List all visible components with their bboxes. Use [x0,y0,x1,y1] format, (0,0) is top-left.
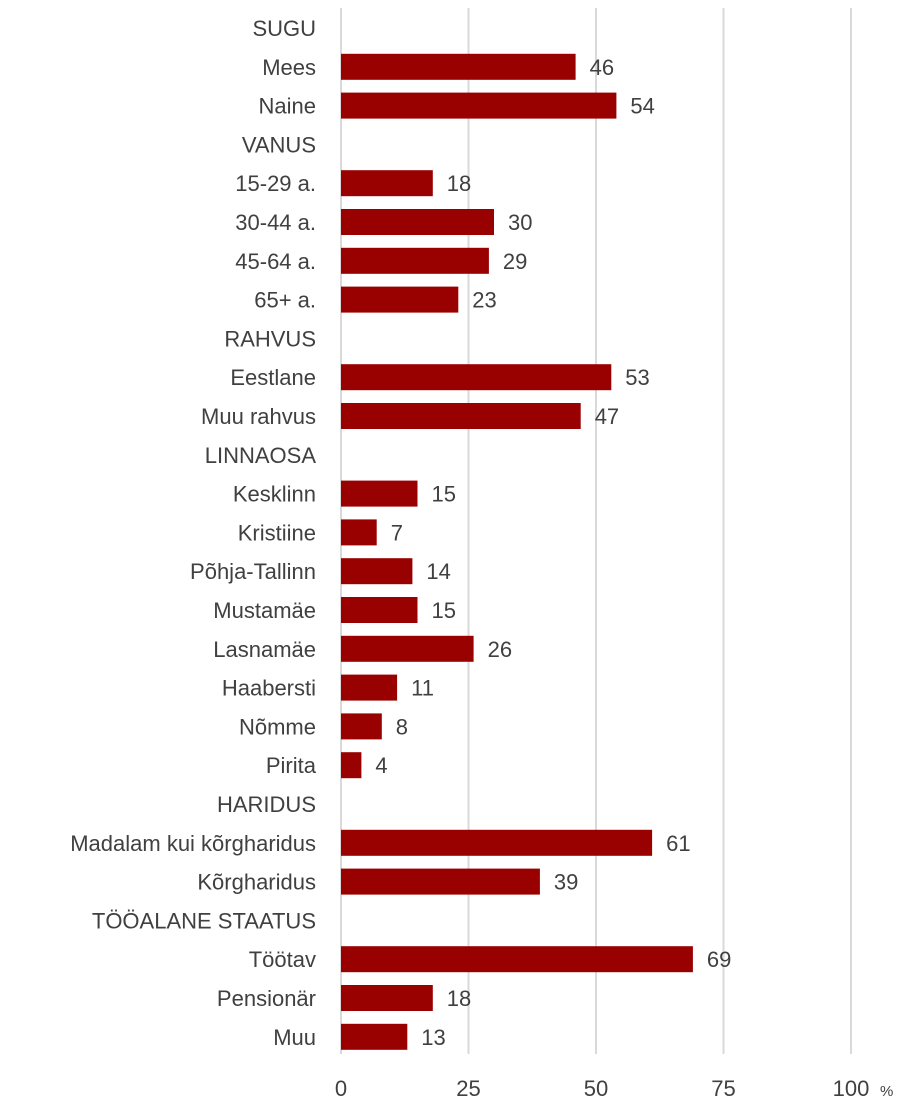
bar-pensionar [341,985,433,1011]
bar-pirita [341,752,362,779]
bar-haabersti [341,674,398,701]
value-label-tootav: 69 [707,947,731,972]
category-label-65-a: 65+ a. [254,288,316,313]
bar-kristiine [341,519,377,546]
bar-pohja-tallinn [341,558,413,585]
value-label-mustamae: 15 [432,598,456,623]
value-label-pensionar: 18 [447,986,471,1011]
value-label-kristiine: 7 [391,520,403,545]
bar-mustamae [341,597,418,623]
x-axis-ticks: 0 25 50 75 100% [335,1076,893,1101]
group-header-linnaosa: LINNAOSA [205,443,317,468]
category-label-muu-rahvus: Muu rahvus [201,404,316,429]
category-label-madalam-kui-korgharidus: Madalam kui kõrgharidus [70,831,316,856]
group-header-sugu: SUGU [252,16,316,41]
value-label-30-44-a: 30 [508,210,532,235]
category-label-kesklinn: Kesklinn [233,482,316,507]
category-labels: SUGU Mees Naine VANUS 15-29 a. 30-44 a. 45-64 … [70,16,317,1050]
group-header-rahvus: RAHVUS [224,326,316,351]
category-label-pensionar: Pensionär [217,986,316,1011]
category-label-pohja-tallinn: Põhja-Tallinn [190,559,316,584]
value-label-muu: 13 [421,1025,445,1050]
group-header-tooalane-staatus: TÖÖALANE STAATUS [92,908,316,933]
value-label-haabersti: 11 [411,676,434,701]
category-label-lasnamae: Lasnamäe [213,637,316,662]
value-label-korgharidus: 39 [554,870,578,895]
value-label-mees: 46 [590,55,614,80]
value-label-pohja-tallinn: 14 [426,559,450,584]
x-tick-label-50: 50 [584,1076,608,1101]
x-tick-label-25: 25 [456,1076,480,1101]
category-label-muu: Muu [273,1025,316,1050]
group-header-vanus: VANUS [242,132,316,157]
category-label-tootav: Töötav [249,947,316,972]
bar-tootav [341,946,693,973]
bar-kesklinn [341,480,418,507]
category-label-30-44-a: 30-44 a. [235,210,316,235]
category-label-kristiine: Kristiine [238,520,316,545]
bar-lasnamae [341,635,474,662]
bar-korgharidus [341,868,540,895]
category-label-45-64-a: 45-64 a. [235,249,316,274]
bar-nomme [341,713,382,740]
category-label-naine: Naine [259,94,316,119]
value-label-45-64-a: 29 [503,249,527,274]
value-label-pirita: 4 [375,753,387,778]
value-label-lasnamae: 26 [488,637,512,662]
value-label-naine: 54 [630,94,654,119]
category-label-mees: Mees [262,55,316,80]
value-label-nomme: 8 [396,714,408,739]
category-label-15-29-a: 15-29 a. [235,171,316,196]
category-label-nomme: Nõmme [239,714,316,739]
value-label-kesklinn: 15 [432,482,456,507]
bar-muu [341,1023,408,1050]
x-tick-label-100: 100 [833,1076,870,1101]
bar-65-a [341,286,459,313]
x-tick-label-0: 0 [335,1076,347,1101]
bar-muu-rahvus [341,403,581,429]
bar-eestlane [341,364,612,391]
category-label-eestlane: Eestlane [230,365,316,390]
bar-15-29-a [341,170,433,197]
bar-mees [341,53,576,80]
bars [341,53,693,1050]
value-label-65-a: 23 [472,288,496,313]
category-label-haabersti: Haabersti [222,676,316,701]
x-tick-label-75: 75 [711,1076,735,1101]
category-label-pirita: Pirita [266,753,317,778]
value-label-15-29-a: 18 [447,171,471,196]
gridlines [340,8,852,1054]
value-label-eestlane: 53 [625,365,649,390]
value-label-madalam-kui-korgharidus: 61 [666,831,690,856]
value-label-muu-rahvus: 47 [595,404,619,429]
bar-30-44-a [341,209,494,235]
bar-45-64-a [341,247,489,274]
x-axis-unit: % [880,1083,893,1100]
bar-naine [341,92,617,119]
group-header-haridus: HARIDUS [217,792,316,817]
category-label-korgharidus: Kõrgharidus [197,870,316,895]
category-label-mustamae: Mustamäe [213,598,316,623]
bar-madalam-kui-korgharidus [341,829,653,856]
